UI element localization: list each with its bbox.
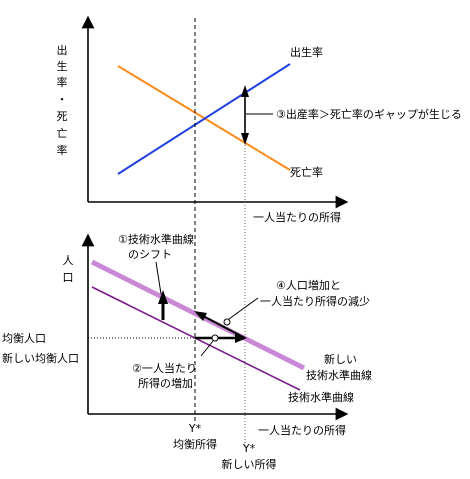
bottom-panel: 人 口 ①技術水準曲線 のシフト 均衡人口 新しい均衡人口 ②一人当たり 所得の… bbox=[2, 232, 372, 471]
gap-arrow-head-down bbox=[241, 133, 249, 145]
shift-arrow-head bbox=[158, 290, 168, 304]
shift-leader-line bbox=[155, 261, 162, 295]
death-rate-label: 死亡率 bbox=[290, 165, 323, 179]
decrease-leader-line bbox=[228, 297, 259, 320]
decrease-annotation-line-1: ④人口増加と bbox=[276, 279, 341, 292]
new-equilibrium-population-label: 新しい均衡人口 bbox=[2, 351, 79, 365]
top-y-axis-label-2: 生 bbox=[57, 59, 68, 73]
new-income-label: 新しい所得 bbox=[222, 457, 277, 471]
gap-arrow-head-up bbox=[241, 85, 249, 97]
shift-annotation-line-2: のシフト bbox=[128, 248, 172, 261]
equilibrium-population-label: 均衡人口 bbox=[2, 332, 46, 345]
y-star-label: Y* bbox=[188, 422, 202, 435]
top-y-axis-label-4: ・ bbox=[57, 93, 68, 106]
new-curve-label-line-2: 技術水準曲線 bbox=[306, 368, 372, 382]
old-curve-label: 技術水準曲線 bbox=[288, 390, 354, 404]
y-star-new-label: Y* bbox=[242, 442, 256, 455]
income-increase-arrow-head bbox=[235, 333, 247, 343]
gap-annotation: ③出産率＞死亡率のギャップが生じる bbox=[276, 107, 462, 121]
top-y-axis-label-5: 死 bbox=[57, 110, 68, 123]
top-y-axis-label-3: 率 bbox=[57, 75, 68, 89]
income-increase-marker bbox=[211, 334, 219, 342]
income-increase-leader-line bbox=[200, 340, 214, 357]
top-panel: 出 生 率 ・ 死 亡 率 出生率 死亡率 ③出産率＞死亡率のギャップが生じる … bbox=[57, 15, 462, 224]
income-increase-annotation-line-1: ②一人当たり bbox=[132, 361, 197, 375]
equilibrium-income-label: 均衡所得 bbox=[173, 438, 217, 451]
new-curve-label-line-1: 新しい bbox=[324, 352, 357, 366]
top-x-axis-label: 一人当たりの所得 bbox=[253, 210, 341, 224]
income-increase-annotation-line-2: 所得の増加 bbox=[138, 377, 193, 390]
bottom-y-axis-label-2: 口 bbox=[63, 271, 74, 284]
bottom-x-axis-label: 一人当たりの所得 bbox=[258, 423, 346, 437]
top-y-axis-label-7: 率 bbox=[57, 143, 68, 157]
birth-rate-line bbox=[117, 63, 291, 175]
top-y-axis-label-6: 亡 bbox=[57, 126, 68, 140]
decrease-arrow-head bbox=[194, 311, 207, 321]
birth-rate-label: 出生率 bbox=[290, 45, 323, 59]
decrease-marker bbox=[223, 318, 231, 326]
top-y-axis-label-1: 出 bbox=[57, 43, 68, 57]
decrease-annotation-line-2: 一人当たり所得の減少 bbox=[260, 294, 370, 308]
bottom-y-axis-label-1: 人 bbox=[63, 254, 74, 267]
decrease-arrow bbox=[202, 315, 246, 339]
shift-annotation-line-1: ①技術水準曲線 bbox=[118, 232, 194, 246]
